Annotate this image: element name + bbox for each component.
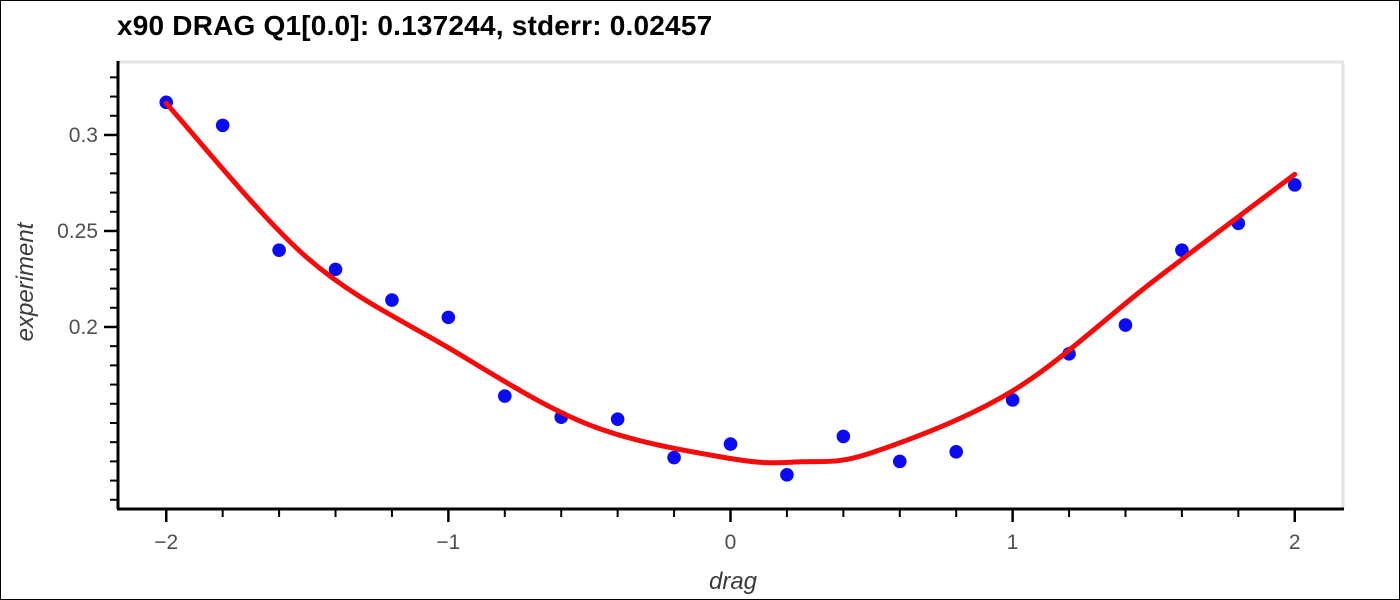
x-tick-label: 1: [1007, 531, 1019, 554]
x-tick-label: 0: [725, 531, 737, 554]
data-point: [723, 437, 738, 451]
data-point: [1118, 318, 1133, 332]
data-point: [215, 118, 230, 133]
x-tick-label: −1: [436, 531, 460, 554]
data-point: [1287, 178, 1302, 192]
data-point: [1005, 393, 1020, 407]
data-point: [949, 444, 964, 459]
data-point: [836, 429, 851, 444]
x-axis-label: drag: [708, 568, 758, 595]
chart-title: x90 DRAG Q1[0.0]: 0.137244, stderr: 0.02…: [117, 10, 713, 41]
data-point: [441, 310, 456, 325]
x-tick-label: −2: [154, 531, 178, 554]
x-tick-label: 2: [1289, 531, 1301, 554]
data-point: [385, 293, 399, 307]
data-point: [497, 389, 512, 403]
data-point: [1175, 243, 1189, 257]
data-point: [610, 412, 625, 426]
fit-curve: [163, 100, 1298, 466]
data-point: [780, 468, 794, 482]
data-point: [892, 454, 907, 469]
y-axis-label: experiment: [12, 222, 39, 342]
y-tick-label: 0.2: [69, 316, 98, 339]
data-point: [272, 243, 286, 257]
y-tick-label: 0.25: [57, 220, 98, 243]
y-tick-label: 0.3: [69, 124, 98, 147]
data-point: [667, 450, 681, 465]
data-point: [328, 262, 343, 277]
